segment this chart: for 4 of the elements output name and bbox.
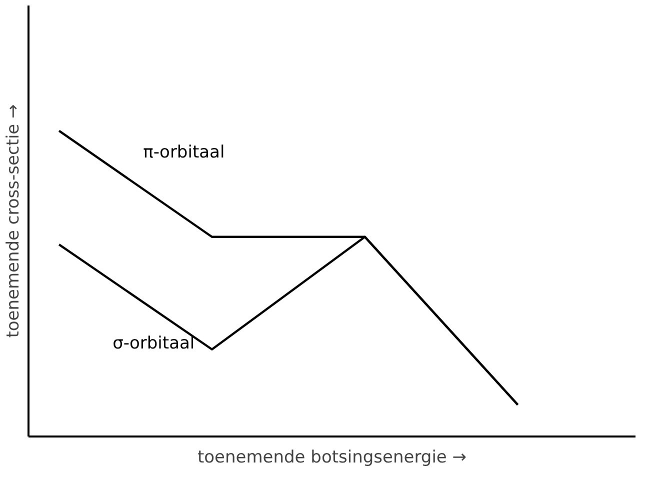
- series-label: σ-orbitaal: [112, 334, 195, 354]
- x-axis-title: toenemende botsingsenergie →: [197, 448, 467, 468]
- y-axis-title: toenemende cross-sectie →: [4, 104, 24, 338]
- series-label: π-orbitaal: [143, 142, 225, 162]
